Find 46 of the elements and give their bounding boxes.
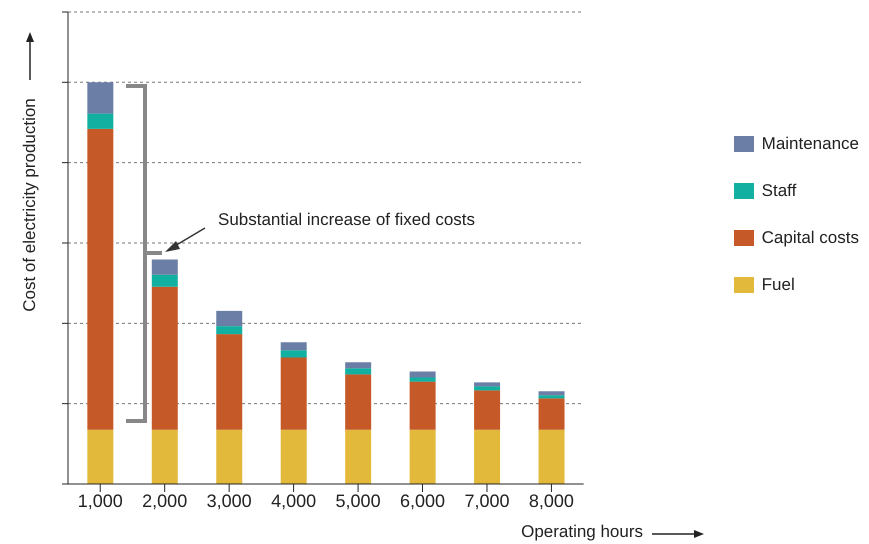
bar: [345, 368, 372, 374]
bar: [474, 382, 500, 386]
bar: [410, 378, 436, 382]
x-tick-label: 8,000: [528, 490, 574, 511]
bar: [538, 430, 565, 484]
bar: [280, 342, 307, 350]
x-tick-label: 6,000: [400, 490, 446, 511]
x-tick-label: 3,000: [206, 490, 252, 511]
bar: [345, 362, 372, 368]
bar: [280, 357, 307, 430]
bar: [87, 128, 114, 430]
bar: [87, 114, 114, 129]
x-axis-title: Operating hours: [521, 522, 643, 542]
bar: [538, 391, 565, 396]
x-tick-label: 4,000: [271, 490, 316, 511]
bar: [474, 390, 500, 430]
bar: [152, 259, 178, 275]
legend-label: Staff: [762, 180, 796, 200]
bar: [152, 430, 178, 484]
y-axis-title: Cost of electricity production: [20, 98, 40, 312]
bar: [87, 82, 114, 114]
bar: [474, 386, 500, 390]
bar: [280, 350, 307, 358]
bar: [216, 334, 242, 430]
legend-label: Fuel: [762, 274, 795, 294]
bar: [216, 326, 242, 334]
legend-label: Capital costs: [762, 228, 859, 248]
bar: [538, 398, 565, 430]
x-tick-label: 1,000: [78, 490, 123, 511]
bar: [474, 430, 500, 484]
bar: [345, 430, 372, 484]
x-tick-label: 5,000: [336, 490, 381, 511]
legend-label: Maintenance: [762, 134, 859, 154]
bar: [538, 395, 565, 398]
bar: [410, 382, 436, 430]
annotation: Substantial increase of fixed costs: [218, 210, 476, 230]
bar: [216, 310, 242, 326]
x-tick-label: 2,000: [142, 490, 188, 511]
x-tick-label: 7,000: [464, 490, 510, 511]
bar: [216, 430, 242, 484]
bar: [152, 274, 178, 287]
bar: [345, 374, 372, 430]
bar: [280, 430, 307, 484]
bar: [410, 372, 436, 378]
bar: [87, 430, 114, 484]
bar: [410, 430, 436, 484]
